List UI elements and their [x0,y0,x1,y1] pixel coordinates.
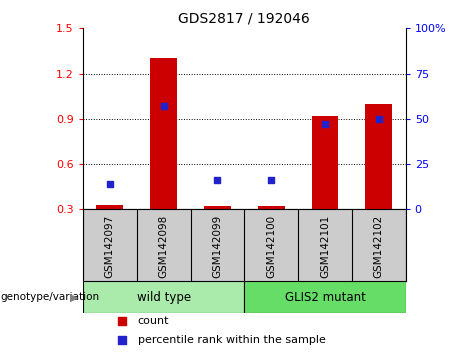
Text: ▶: ▶ [70,292,78,302]
Bar [83,281,244,313]
Text: GSM142098: GSM142098 [159,215,169,278]
Text: percentile rank within the sample: percentile rank within the sample [138,335,326,345]
Text: wild type: wild type [136,291,191,304]
Text: count: count [138,316,169,326]
Bar [150,58,177,209]
Bar [96,205,123,209]
Point [321,121,329,127]
Point [160,103,167,109]
Point [106,181,113,187]
Point [267,177,275,183]
Text: genotype/variation: genotype/variation [0,292,99,302]
Text: GSM142102: GSM142102 [374,215,384,278]
Point [375,116,383,121]
Text: GSM142099: GSM142099 [213,215,223,278]
Text: GSM142097: GSM142097 [105,215,115,278]
Title: GDS2817 / 192046: GDS2817 / 192046 [178,12,310,26]
Text: GSM142101: GSM142101 [320,215,330,278]
Point [214,177,221,183]
Bar [312,116,338,209]
Bar [258,206,284,209]
Bar [204,206,231,209]
Bar [365,104,392,209]
Text: GSM142100: GSM142100 [266,215,276,278]
Bar [244,281,406,313]
Text: GLIS2 mutant: GLIS2 mutant [284,291,366,304]
